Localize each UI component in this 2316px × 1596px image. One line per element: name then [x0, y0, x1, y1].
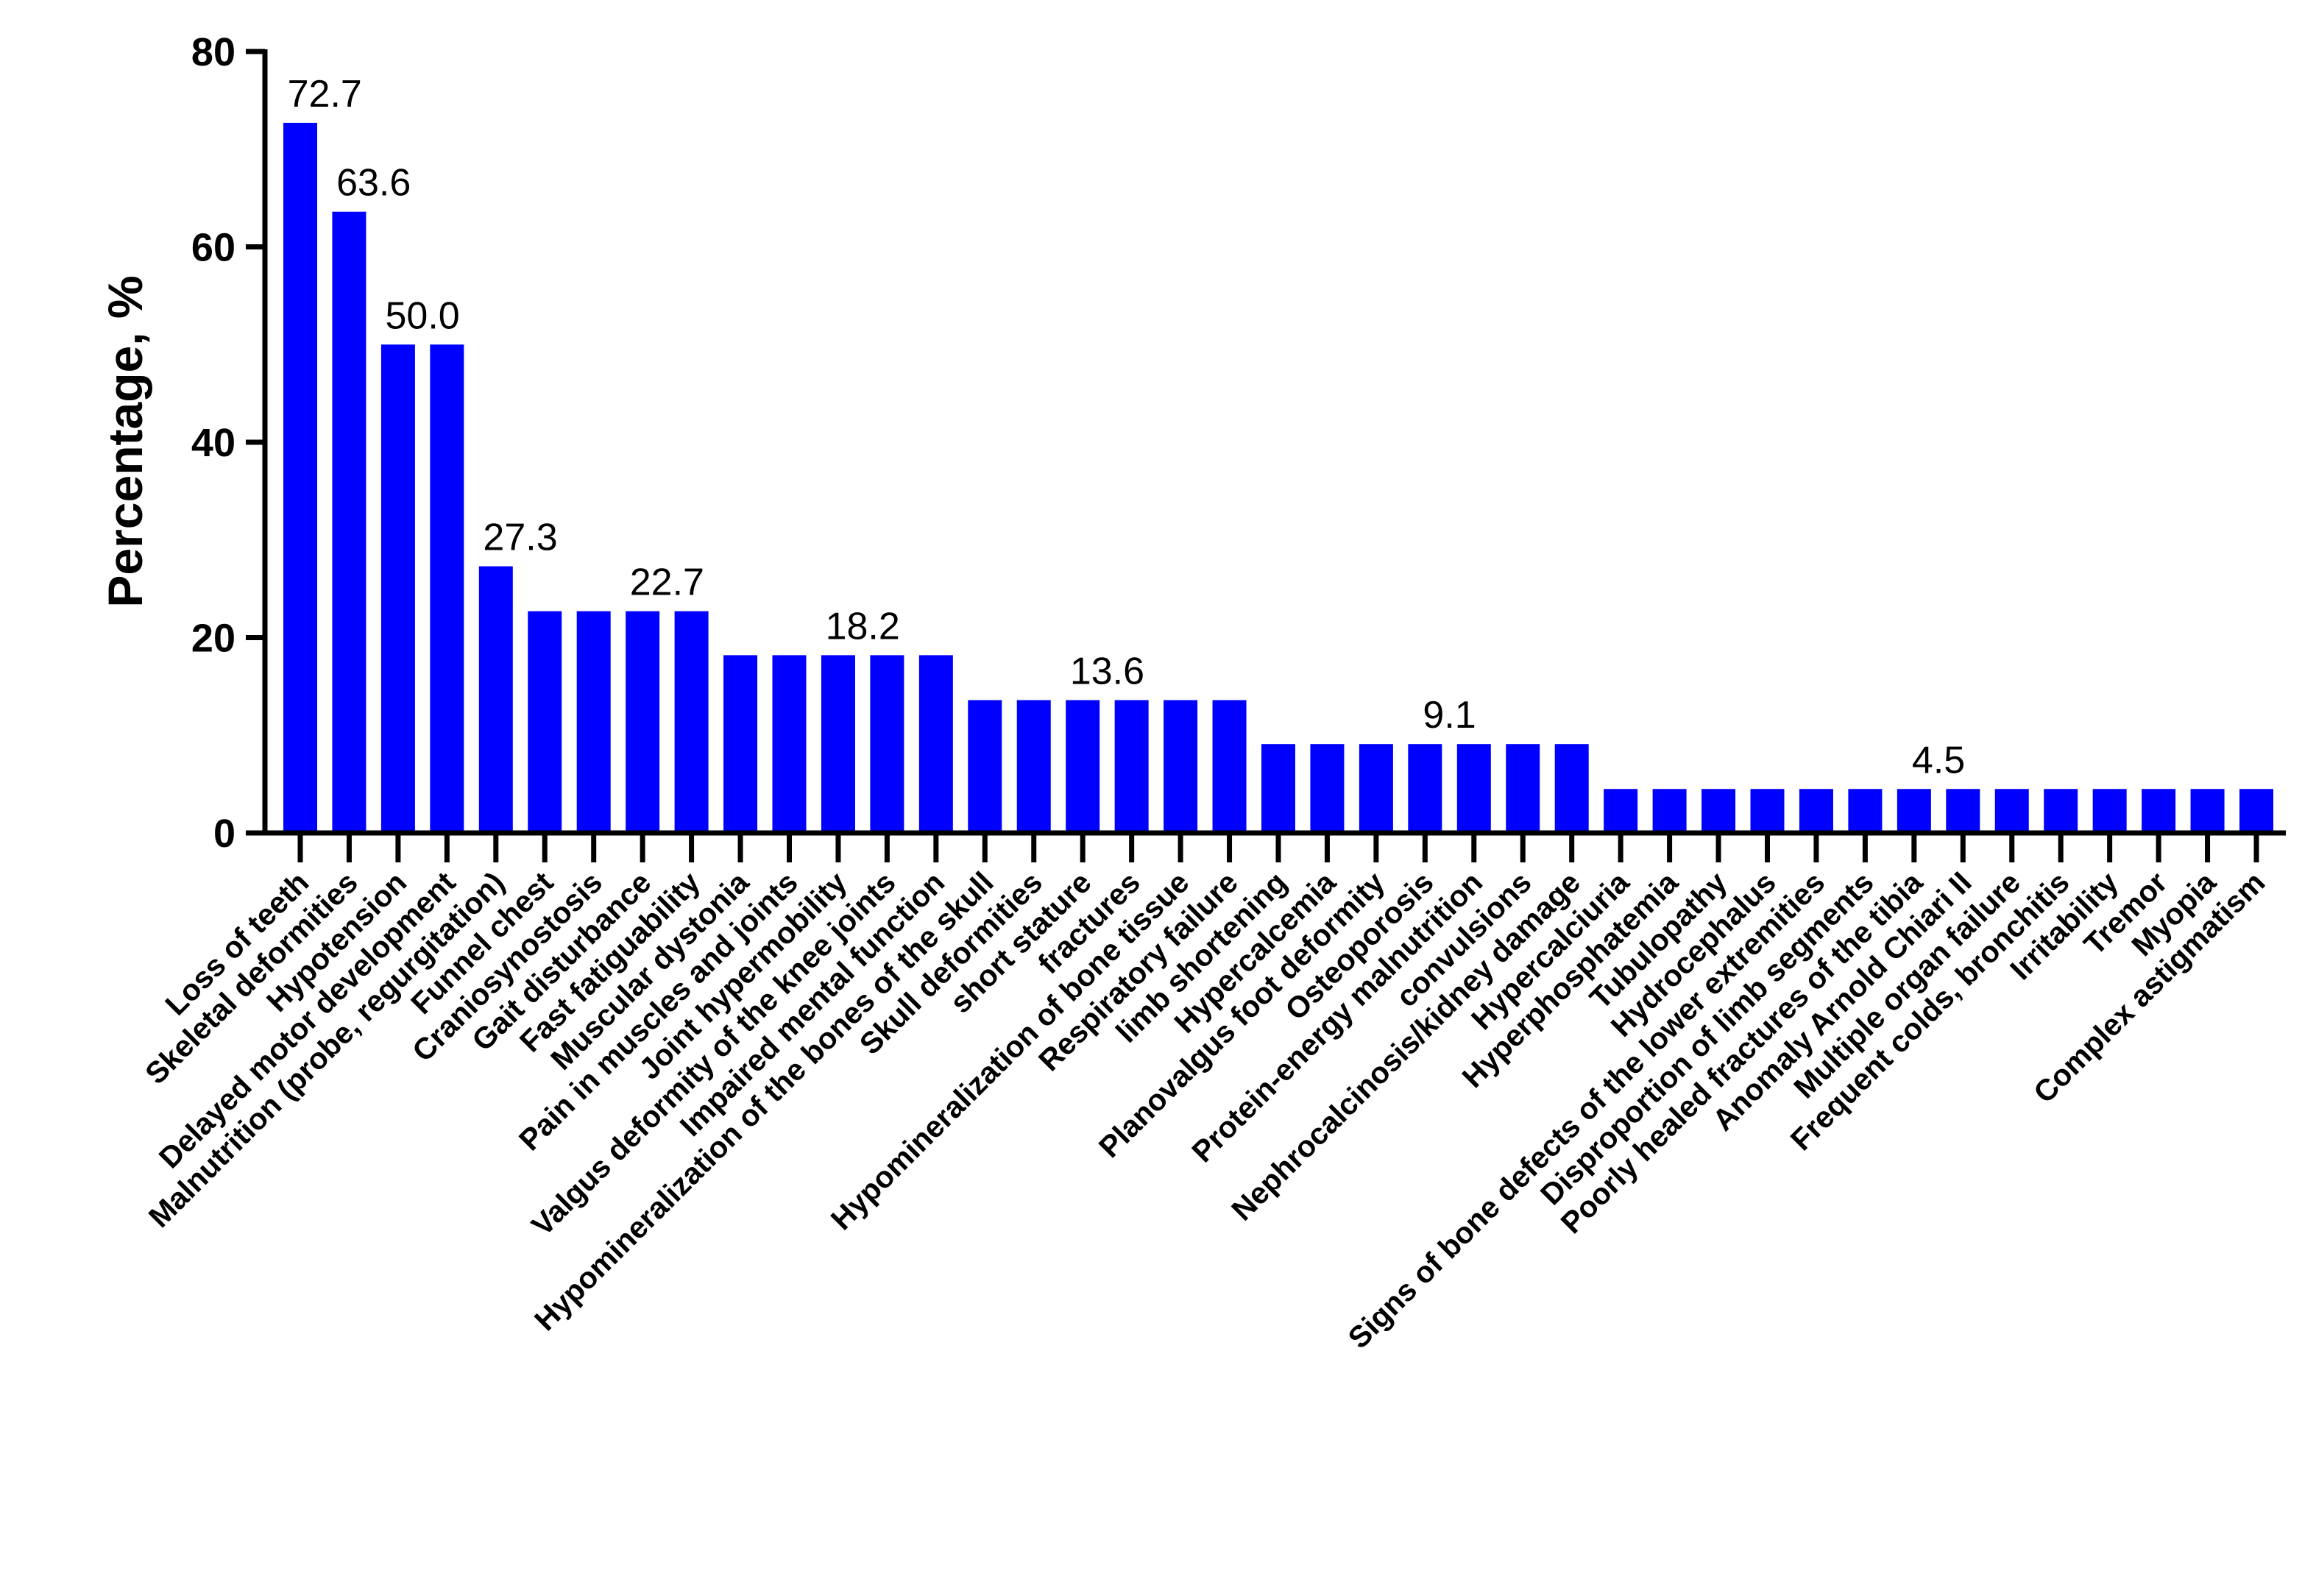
bar [1506, 744, 1540, 833]
bar [380, 344, 415, 833]
data-label: 63.6 [336, 162, 411, 205]
bar [1261, 744, 1295, 833]
bar [1164, 700, 1198, 833]
y-tick-label: 40 [191, 421, 236, 465]
bar [528, 611, 562, 833]
bar [1652, 789, 1687, 833]
bar [2044, 789, 2078, 833]
data-labels: 72.7 63.6 50.0 27.3 22.7 18.2 13.6 9.1 4.5 [288, 73, 1966, 781]
bar [2092, 789, 2127, 833]
data-label: 50.0 [386, 294, 460, 337]
bar [1456, 744, 1491, 833]
bar [332, 211, 366, 834]
bar [1016, 700, 1051, 833]
data-label: 4.5 [1912, 739, 1965, 781]
y-tick-label: 0 [213, 812, 236, 856]
bar [968, 700, 1002, 833]
bar [283, 122, 317, 834]
bar [1554, 744, 1589, 833]
data-label: 72.7 [288, 73, 362, 116]
bar [1994, 789, 2029, 833]
axes-layer [262, 49, 2286, 836]
y-ticks: 0 20 40 60 80 [191, 30, 265, 856]
bar [576, 611, 611, 833]
bar [1359, 744, 1393, 833]
data-label: 9.1 [1423, 694, 1476, 737]
bar [1604, 789, 1638, 833]
bar [918, 655, 953, 833]
y-axis-title: Percentage, % [98, 275, 152, 607]
bar [870, 655, 904, 833]
bar [1114, 700, 1149, 833]
bar [1848, 789, 1883, 833]
bar [1066, 700, 1100, 833]
data-label: 13.6 [1070, 650, 1144, 692]
bar [2190, 789, 2225, 833]
data-label: 18.2 [826, 605, 900, 648]
bar [2142, 789, 2176, 833]
bar [1408, 744, 1442, 833]
bars-layer [283, 122, 2273, 834]
bar [772, 655, 807, 833]
bar [626, 611, 660, 833]
bar [821, 655, 855, 833]
bar [1946, 789, 1980, 833]
bar [1310, 744, 1345, 833]
bar [430, 344, 464, 833]
bar [723, 655, 758, 833]
bar [674, 611, 709, 833]
y-tick-label: 60 [191, 226, 236, 270]
data-label: 22.7 [630, 561, 704, 604]
bar [478, 566, 513, 833]
bar [1897, 789, 1931, 833]
bar [1799, 789, 1833, 833]
y-tick-label: 80 [191, 30, 236, 74]
data-label: 27.3 [483, 517, 557, 559]
bar [1750, 789, 1785, 833]
bar [1701, 789, 1736, 833]
bar [2239, 789, 2273, 833]
y-tick-label: 20 [191, 617, 236, 661]
bar [1212, 700, 1247, 833]
